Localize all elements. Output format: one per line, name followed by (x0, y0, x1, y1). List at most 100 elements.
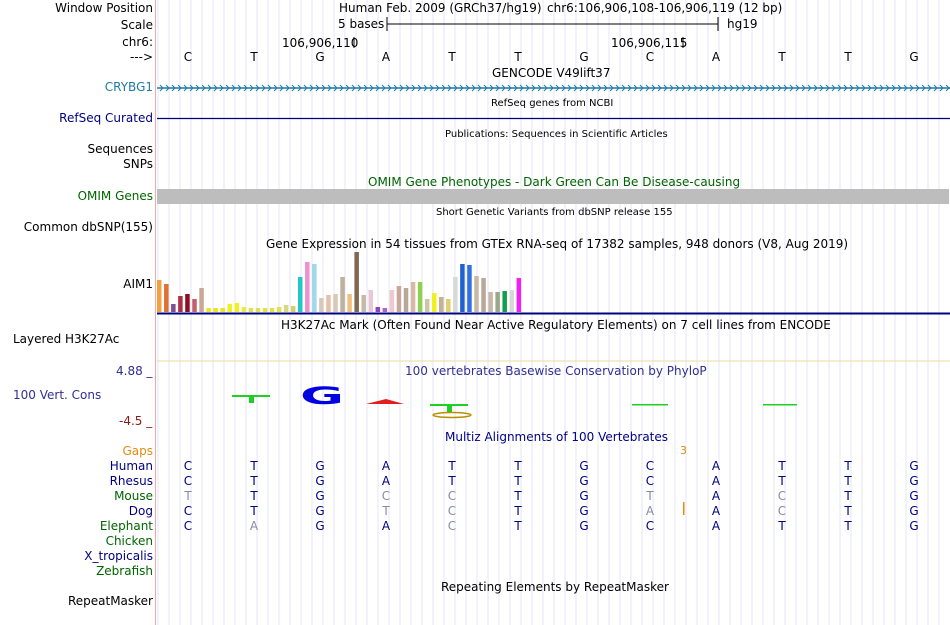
gtex-tissue-bar (319, 298, 324, 312)
alignment-base: C (183, 519, 193, 533)
publications-sequences-label[interactable]: Sequences (87, 142, 153, 156)
gtex-tissue-bar (171, 304, 176, 312)
alignment-base: A (381, 474, 391, 488)
phylop-t-stem (249, 396, 254, 403)
gtex-tissue-bar (424, 299, 430, 312)
gtex-tissue-bar (453, 277, 458, 312)
gtex-tissue-bar (192, 299, 197, 312)
h3k27ac-track-label[interactable]: Layered H3K27Ac (13, 332, 120, 346)
gencode-track-title[interactable]: GENCODE V49lift37 (492, 66, 611, 80)
gtex-tissue-bar (474, 276, 479, 312)
gtex-tissue-bar (298, 277, 303, 312)
gtex-tissue-bar (375, 307, 381, 312)
species-label[interactable]: Chicken (105, 534, 153, 548)
alignment-base: G (315, 474, 325, 488)
omim-track-title[interactable]: OMIM Gene Phenotypes - Dark Green Can Be… (368, 175, 741, 189)
gtex-tissue-bar (164, 284, 169, 312)
alignment-base: C (183, 459, 193, 473)
alignment-base: G (579, 504, 589, 518)
gtex-track-label[interactable]: AIM1 (123, 277, 153, 291)
gtex-tissue-bar (241, 307, 247, 312)
position-text[interactable]: chr6:106,906,108-106,906,119 (12 bp) (547, 1, 783, 15)
alignment-base: T (448, 474, 456, 488)
alignment-base: T (844, 459, 852, 473)
gtex-tissue-bar (382, 308, 388, 312)
gtex-tissue-bar (326, 295, 331, 312)
alignment-base: T (778, 459, 786, 473)
multiz-track-title[interactable]: Multiz Alignments of 100 Vertebrates (445, 430, 669, 444)
dbsnp-track-label[interactable]: Common dbSNP(155) (23, 220, 153, 234)
alignment-base: G (909, 504, 919, 518)
alignment-base: G (579, 519, 589, 533)
alignment-base: A (381, 519, 391, 533)
strand-arrow-label[interactable]: ---> (129, 50, 153, 64)
window-position-label: Window Position (55, 1, 153, 15)
gene-label-crybg1[interactable]: CRYBG1 (104, 80, 153, 94)
alignment-base: C (183, 474, 193, 488)
scale-label: Scale (120, 18, 153, 32)
alignment-base: T (514, 474, 522, 488)
assembly-text: Human Feb. 2009 (GRCh37/hg19) (339, 1, 542, 15)
alignment-base: T (844, 504, 852, 518)
gtex-tissue-bar (389, 290, 395, 312)
dbsnp-track-title[interactable]: Short Genetic Variants from dbSNP releas… (436, 207, 673, 218)
repeatmasker-track-title[interactable]: Repeating Elements by RepeatMasker (441, 580, 669, 594)
gtex-tissue-bar (248, 308, 254, 312)
alignment-base: A (711, 459, 721, 473)
gtex-tissue-bar (199, 288, 204, 312)
phylop-track-label[interactable]: 100 Vert. Cons (13, 388, 102, 402)
alignment-base: T (778, 519, 786, 533)
gtex-tissue-bar (354, 252, 359, 312)
alignment-base: T (844, 489, 852, 503)
repeatmasker-track-label[interactable]: RepeatMasker (67, 594, 153, 608)
species-label[interactable]: Mouse (114, 489, 153, 503)
refseq-track-title[interactable]: RefSeq genes from NCBI (491, 98, 614, 109)
dna-base: A (711, 50, 721, 64)
phylop-track-title[interactable]: 100 vertebrates Basewise Conservation by… (405, 364, 707, 378)
gtex-tissue-bar (276, 307, 282, 312)
species-label[interactable]: Elephant (99, 519, 153, 533)
gtex-tissue-bar (290, 306, 296, 312)
gtex-tissue-bar (220, 308, 225, 312)
alignment-base: A (711, 489, 721, 503)
species-label[interactable]: Dog (128, 504, 153, 518)
db-text: hg19 (727, 17, 758, 31)
phylop-c-glyph (432, 411, 472, 419)
gtex-tissue-bar (495, 292, 500, 312)
gtex-tissue-bar (340, 277, 345, 312)
alignment-base: G (315, 489, 325, 503)
alignment-base: G (579, 459, 589, 473)
gaps-label[interactable]: Gaps (122, 444, 153, 458)
species-label[interactable]: Human (109, 459, 153, 473)
gtex-tissue-bar (460, 264, 465, 312)
gtex-track-title[interactable]: Gene Expression in 54 tissues from GTEx … (266, 237, 849, 251)
publications-snps-label[interactable]: SNPs (123, 157, 153, 171)
dna-base: C (183, 50, 193, 64)
gtex-tissue-bar (396, 286, 402, 312)
alignment-base: T (448, 459, 456, 473)
gtex-tissue-bar (417, 282, 423, 312)
gtex-tissue-bar (305, 262, 310, 312)
dna-base: T (250, 50, 258, 64)
phylop-t4-glyph (763, 404, 797, 406)
omim-phenotype-bar (157, 189, 949, 204)
alignment-base: G (579, 489, 589, 503)
species-label[interactable]: X_tropicalis (84, 549, 153, 563)
omim-track-label[interactable]: OMIM Genes (77, 189, 153, 203)
species-label[interactable]: Zebrafish (96, 564, 153, 578)
refseq-track-label[interactable]: RefSeq Curated (59, 111, 153, 125)
alignment-base: T (250, 504, 258, 518)
gtex-tissue-bar (516, 278, 522, 312)
gtex-tissue-bar (488, 292, 493, 312)
h3k27ac-track-title[interactable]: H3K27Ac Mark (Often Found Near Active Re… (281, 318, 831, 332)
species-label[interactable]: Rhesus (109, 474, 153, 488)
alignment-base: T (250, 474, 258, 488)
gtex-tissue-bar (446, 299, 451, 312)
phylop-min-label: -4.5 _ (119, 414, 153, 428)
gtex-tissue-bar (347, 294, 352, 312)
phylop-t2-stem (447, 405, 452, 412)
alignment-base: A (381, 459, 391, 473)
publications-track-title[interactable]: Publications: Sequences in Scientific Ar… (445, 129, 668, 140)
gtex-tissue-bar (361, 295, 366, 312)
